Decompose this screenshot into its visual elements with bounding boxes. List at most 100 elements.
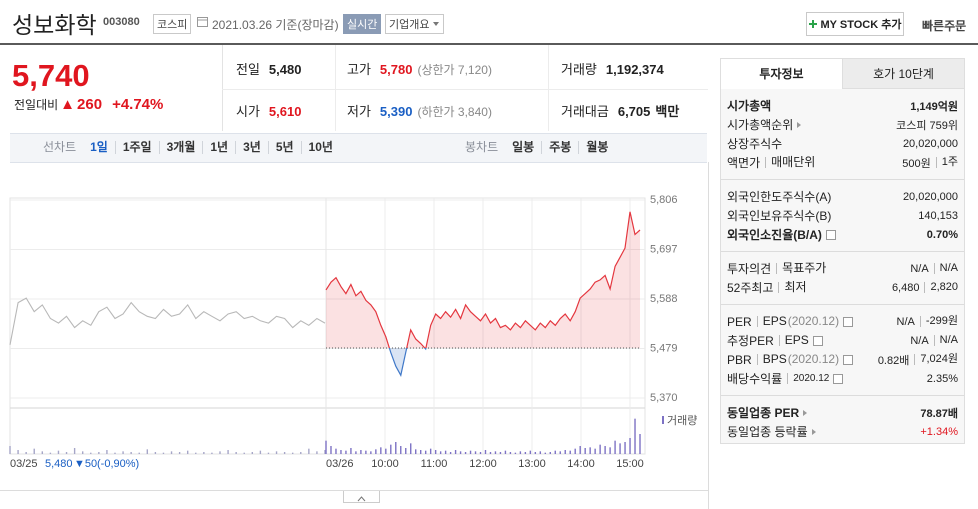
- period-tab[interactable]: 10년: [300, 141, 340, 154]
- volume-bar: [469, 450, 472, 454]
- info-label: 동일업종 PER: [727, 406, 800, 420]
- volume-bar: [9, 446, 11, 454]
- info-row: 상장주식수 20,020,000: [727, 134, 958, 153]
- volume-bar: [594, 448, 596, 454]
- quote-field: 시가 5,610: [236, 101, 301, 120]
- help-icon: [843, 316, 854, 327]
- volume-bar: [330, 446, 332, 454]
- quote-field: 전일 5,480: [236, 59, 301, 78]
- volume-bar: [634, 418, 636, 454]
- collapse-button[interactable]: [343, 491, 380, 503]
- period-tab[interactable]: 5년: [267, 141, 301, 154]
- info-row: 시가총액 1,149억원: [727, 96, 958, 115]
- volume-bar: [604, 446, 606, 454]
- volume-bar: [370, 451, 372, 454]
- area-above: [326, 211, 640, 349]
- divider: [708, 162, 709, 509]
- area-below: [326, 348, 640, 376]
- change-arrow: ▲: [60, 96, 76, 113]
- info-value: 20,020,000: [902, 190, 958, 203]
- volume-bar: [454, 450, 457, 454]
- divider: [222, 45, 223, 131]
- info-row: 동일업종 PER 78.87배: [727, 403, 958, 422]
- info-row: 배당수익률 2020.12 2.35%: [727, 369, 958, 388]
- volume-bar: [529, 450, 532, 454]
- period-tab[interactable]: 1주일: [114, 141, 159, 154]
- field-value: 5,480: [268, 62, 302, 77]
- volume-bar: [186, 450, 189, 454]
- info-label: 외국인한도주식수(A): [727, 190, 832, 204]
- period-tab[interactable]: 일봉: [512, 140, 535, 154]
- volume-bar: [227, 450, 229, 454]
- field-extra: (상한가 7,120): [417, 63, 492, 77]
- volume-bar: [146, 449, 149, 454]
- period-tab[interactable]: 주봉: [541, 141, 578, 154]
- volume-bar: [544, 452, 547, 454]
- price-line: [325, 211, 641, 349]
- quick-order[interactable]: 빠른주문: [922, 19, 967, 33]
- volume-bar: [335, 448, 337, 454]
- info-value: 78.87배: [920, 407, 958, 420]
- volume-bar: [489, 452, 492, 454]
- info-row: 외국인보유주식수(B) 140,153: [727, 206, 958, 225]
- volume-bar: [424, 450, 427, 454]
- stock-name: 성보화학: [12, 12, 97, 38]
- info-labels: 외국인보유주식수(B): [727, 207, 831, 224]
- help-icon: [833, 373, 844, 384]
- info-values: 2.35%: [927, 373, 958, 385]
- volume-bar: [564, 450, 566, 454]
- volume-bar: [316, 451, 318, 454]
- volume-bar: [219, 451, 221, 454]
- volume-legend: 거래량: [667, 414, 697, 427]
- divider: [222, 89, 708, 90]
- change: 260: [77, 96, 103, 113]
- company-menu[interactable]: 기업개요: [385, 14, 445, 34]
- info-tab[interactable]: 투자정보: [721, 59, 842, 89]
- info-panel: 투자정보 호가 10단계 시가총액 1,149억원 시가총액순위 코스피 759위 상장주…: [720, 58, 965, 444]
- volume-bar: [162, 452, 165, 454]
- volume-bar: [375, 449, 377, 454]
- field-unit: 백만: [655, 104, 680, 119]
- volume-bar: [251, 452, 254, 454]
- volume-bar: [243, 452, 245, 454]
- info-label: 상장주식수: [727, 137, 783, 151]
- prev-summary: (-0,90%): [97, 458, 139, 470]
- info-section: 시가총액 1,149억원 시가총액순위 코스피 759위 상장주식수 20,020,000…: [721, 89, 964, 180]
- info-values: 1,149억원: [910, 98, 958, 114]
- volume-bar: [419, 450, 422, 454]
- info-labels: 52주최고 최저: [727, 279, 807, 296]
- info-values: 140,153: [918, 210, 958, 222]
- info-values: N/A N/A: [910, 263, 958, 275]
- info-values: 6,480 2,820: [892, 282, 958, 294]
- mystock-label: MY STOCK 추가: [820, 19, 902, 31]
- volume-bar: [65, 452, 68, 454]
- mystock-button[interactable]: MY STOCK 추가: [806, 12, 904, 36]
- period-tab[interactable]: 1년: [202, 141, 235, 154]
- volume-bar: [195, 452, 197, 454]
- period-tab[interactable]: 1일: [90, 140, 108, 154]
- volume-bar: [170, 451, 173, 454]
- period-tab[interactable]: 3년: [235, 141, 268, 154]
- info-tab[interactable]: 호가 10단계: [842, 59, 964, 89]
- volume-bar: [599, 444, 601, 454]
- info-label: 액면가: [727, 156, 761, 170]
- volume-bar: [122, 451, 124, 454]
- volume-bar: [574, 448, 576, 454]
- period-tab[interactable]: 월봉: [578, 141, 615, 154]
- volume-bar: [360, 450, 362, 454]
- change-row: 전일대비 ▲ 260 +4.74%: [14, 96, 163, 113]
- field-label: 저가: [347, 104, 371, 119]
- volume-bar: [534, 452, 537, 454]
- period-tab[interactable]: 3개월: [158, 141, 203, 154]
- more-arrow: [803, 409, 808, 416]
- change-title: 전일대비: [14, 98, 59, 112]
- volume-bar: [17, 450, 19, 454]
- volume-bar: [114, 452, 116, 454]
- y-tick-label: 5,479: [650, 342, 678, 354]
- info-label: 2020.12: [787, 373, 829, 384]
- volume-bar: [624, 442, 626, 454]
- volume-bar: [395, 442, 397, 454]
- info-label: 목표주가: [776, 262, 826, 274]
